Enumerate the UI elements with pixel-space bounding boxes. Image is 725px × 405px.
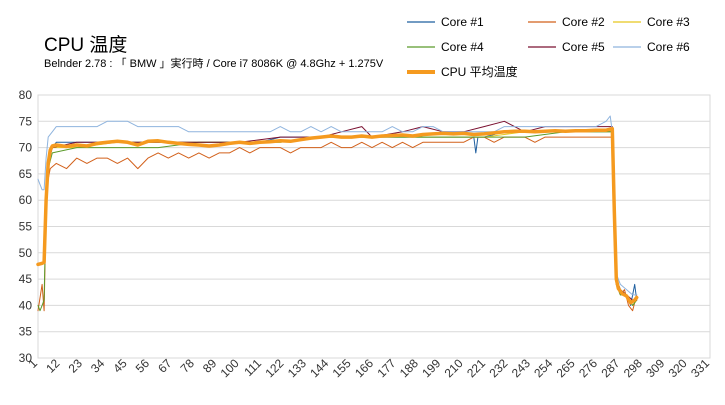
y-tick-label: 50 [19,246,33,260]
chart-title: CPU 温度 [44,35,128,56]
y-tick-label: 60 [19,193,33,207]
x-tick-label: 34 [88,356,108,376]
x-tick-label: 177 [374,356,398,380]
series-line-7 [36,126,639,305]
x-tick-label: 309 [643,356,667,380]
x-tick-label: 232 [486,356,510,380]
legend: Core #1 Core #2 Core #3 Core #4 Core #5 Core … [407,15,690,79]
x-tick-label: 122 [262,356,286,380]
legend-label: Core #1 [441,15,484,29]
legend-label: Core #5 [562,40,605,54]
y-tick-label: 45 [19,272,33,286]
x-tick-label: 155 [330,356,354,380]
y-tick-label: 30 [19,351,33,365]
y-tick-label: 55 [19,220,33,234]
x-tick-label: 89 [200,356,220,376]
plot-area [36,115,639,312]
x-tick-label: 78 [178,356,198,376]
x-tick-label: 265 [554,356,578,380]
y-tick-label: 35 [19,325,33,339]
x-tick-label: 144 [307,356,331,380]
series-line-5 [37,120,638,301]
series-line-6 [37,115,638,296]
x-tick-label: 45 [110,356,130,376]
x-tick-label: 243 [509,356,533,380]
series-line-2 [37,136,638,312]
chart-subtitle: Belnder 2.78 : 「 BMW 」実行時 / Core i7 8086… [44,58,384,70]
legend-label: CPU 平均温度 [441,64,518,79]
legend-label: Core #6 [647,40,690,54]
x-tick-label: 276 [576,356,600,380]
y-tick-label: 65 [19,167,33,181]
x-tick-label: 210 [442,356,466,380]
plot-border [37,94,711,359]
x-tick-label: 23 [66,356,86,376]
x-tick-label: 254 [531,356,555,380]
x-tick-label: 221 [464,356,488,380]
x-tick-label: 320 [666,356,690,380]
x-tick-label: 12 [43,356,63,376]
legend-label: Core #3 [647,15,690,29]
y-tick-label: 70 [19,141,33,155]
x-tick-label: 67 [155,356,175,376]
gridlines [37,94,711,359]
x-tick-label: 331 [688,356,712,380]
x-tick-label: 133 [285,356,309,380]
x-tick-label: 56 [133,356,153,376]
x-tick-label: 111 [241,356,264,379]
legend-label: Core #2 [562,15,605,29]
x-tick-label: 100 [218,356,242,380]
y-tick-label: 40 [19,298,33,312]
x-tick-label: 166 [352,356,376,380]
x-tick-label: 199 [419,356,443,380]
x-tick-label: 287 [598,356,622,380]
x-tick-label: 298 [621,356,645,380]
y-axis-ticks: 30 35 40 45 50 55 60 65 70 75 80 [19,88,33,365]
y-tick-label: 80 [19,88,33,102]
y-tick-label: 75 [19,114,33,128]
legend-label: Core #4 [441,40,484,54]
x-tick-label: 188 [397,356,421,380]
